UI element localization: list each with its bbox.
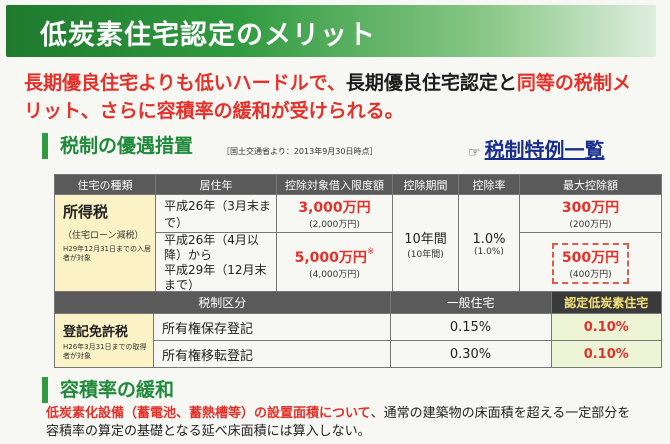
income-tax-table: 住宅の種類 居住年 控除対象借入限度額 控除期間 控除率 最大控除額 所得税 （…	[54, 174, 662, 294]
row-preservation-general: 0.15%	[389, 313, 552, 341]
period-value: 10年間	[404, 232, 447, 247]
tax-section-heading: 税制の優遇措置	[42, 133, 193, 159]
header-residence-year: 居住年	[155, 174, 277, 195]
row1-year: 平成26年（3月末まで）	[155, 194, 277, 233]
row2-year-b: 平成29年（12月末まで）	[164, 263, 267, 292]
floor-area-text: 低炭素化設備（蓄電池、蓄熱槽等）の設置面積について、通常の建築物の床面積を超える…	[46, 405, 666, 441]
page-title: 低炭素住宅認定のメリット	[40, 20, 376, 51]
registration-tax-table: 税制区分 一般住宅 認定低炭素住宅 登記免許税 H26年3月31日までの取得者が…	[54, 291, 663, 368]
rate-value: 1.0%	[472, 231, 506, 247]
rate-cell: 1.0% (1.0%)	[458, 194, 520, 294]
lead-part1: 長期優良住宅よりも低いハードルで、	[24, 72, 346, 94]
row-transfer-certified: 0.10%	[550, 340, 663, 368]
header-general-housing: 一般住宅	[389, 291, 552, 314]
row2-limit-cell: 5,000万円※ (4,000万円)	[276, 232, 393, 294]
registration-tax-type-cell: 登記免許税 H26年3月31日までの取得者が対象	[54, 313, 154, 368]
rate-sub: (1.0%)	[474, 246, 504, 257]
row2-year-a: 平成26年（4月以降）から	[164, 233, 259, 262]
floor-area-section-heading: 容積率の緩和	[42, 377, 174, 403]
max1-sub: (200万円)	[569, 220, 612, 230]
income-tax-sub: （住宅ローン減税）	[63, 231, 144, 241]
tax-list-link-label[interactable]: 税制特例一覧	[484, 138, 605, 162]
tax-list-link[interactable]: ☞ 税制特例一覧	[468, 134, 605, 163]
income-tax-note: H29年12月31日までの入居者が対象	[63, 245, 151, 262]
period-sub: (10年間)	[407, 250, 444, 260]
row-transfer-label: 所有権移転登記	[153, 340, 391, 368]
lead-part3: と	[497, 72, 517, 94]
income-tax-type-cell: 所得税 （住宅ローン減税） H29年12月31日までの入居者が対象	[54, 194, 156, 294]
row1-limit-sub: (2,000万円)	[309, 220, 360, 230]
income-tax-label: 所得税	[63, 203, 109, 221]
row-preservation-certified: 0.10%	[550, 313, 663, 341]
header-rate: 控除率	[458, 174, 520, 195]
floor-area-text-black: 、通常の建築物の床面積を超える一定部分を	[370, 406, 631, 421]
lead-part2: 長期優良住宅認定	[345, 72, 498, 94]
max1-value: 300万円	[561, 200, 620, 216]
row2-mark: ※	[366, 246, 375, 257]
registration-tax-note: H26年3月31日までの取得者が対象	[63, 342, 147, 360]
header-certified-housing: 認定低炭素住宅	[550, 291, 663, 314]
lead-part5: リット、さらに容積率の緩和が受けられる。	[24, 100, 404, 122]
max2-highlight: 500万円 (400万円)	[551, 242, 630, 284]
max2-cell: 500万円 (400万円)	[519, 232, 662, 294]
registration-tax-label: 登記免許税	[63, 324, 129, 340]
pointing-hand-icon: ☞	[468, 145, 481, 161]
row2-limit-sub: (4,000万円)	[309, 269, 360, 280]
row1-limit: 3,000万円	[298, 200, 371, 216]
max2-sub: (400万円)	[569, 269, 612, 280]
lead-text: 長期優良住宅よりも低いハードルで、長期優良住宅認定と同等の税制メリット、さらに容…	[24, 69, 660, 125]
header-tax-category: 税制区分	[54, 291, 391, 314]
source-note: ［国土交通省より：2013年9月30日時点］	[222, 147, 378, 156]
title-banner: 低炭素住宅認定のメリット	[6, 5, 656, 57]
max2-value: 500万円	[561, 249, 620, 266]
lead-part4: 同等の税制メ	[516, 72, 631, 94]
row-preservation-label: 所有権保存登記	[153, 313, 391, 341]
header-housing-type: 住宅の種類	[54, 174, 156, 195]
max1-cell: 300万円 (200万円)	[519, 194, 662, 233]
row-transfer-general: 0.30%	[389, 340, 552, 368]
row2-year-cell: 平成26年（4月以降）から 平成29年（12月末まで）	[155, 232, 277, 294]
header-max-deduction: 最大控除額	[519, 174, 662, 195]
period-cell: 10年間 (10年間)	[392, 194, 459, 294]
row1-limit-cell: 3,000万円 (2,000万円)	[276, 194, 393, 233]
header-loan-limit: 控除対象借入限度額	[276, 174, 393, 195]
header-period: 控除期間	[392, 174, 459, 195]
floor-area-text-red: 低炭素化設備（蓄電池、蓄熱槽等）の設置面積について	[46, 406, 371, 421]
floor-area-text-line2: 容積率の算定の基礎となる延べ床面積には算入しない。	[46, 424, 371, 439]
row2-limit: 5,000万円	[294, 249, 367, 266]
